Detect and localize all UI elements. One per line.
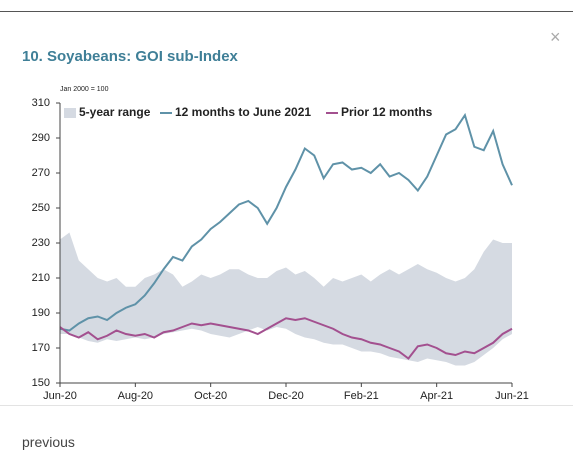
series-line (59, 112, 513, 332)
legend-label: 5-year range (79, 105, 151, 119)
previous-link[interactable]: previous (22, 434, 75, 450)
series-line (59, 317, 513, 360)
legend-label: 12 months to June 2021 (175, 105, 311, 119)
divider (0, 405, 573, 406)
divider (0, 11, 573, 12)
y-tick-label: 150 (32, 377, 50, 389)
y-tick-label: 270 (32, 167, 50, 179)
chart: Jan 2000 = 100 150 170 190 210 230 250 270 290 3… (32, 86, 529, 402)
y-tick-label: 210 (32, 272, 50, 284)
chart-note: Jan 2000 = 100 (60, 86, 109, 93)
y-tick-label: 190 (32, 307, 50, 319)
y-tick-label: 310 (32, 97, 50, 109)
y-tick-label: 230 (32, 237, 50, 249)
x-tick-label: Oct-20 (194, 390, 227, 402)
x-tick-label: Jun-20 (43, 390, 77, 402)
legend-label: Prior 12 months (341, 105, 433, 119)
x-tick-label: Aug-20 (118, 390, 153, 402)
y-tick-label: 290 (32, 132, 50, 144)
x-tick-label: Feb-21 (344, 390, 379, 402)
range-band (60, 232, 512, 366)
y-tick-label: 170 (32, 342, 50, 354)
legend-swatch (64, 108, 76, 118)
modal-title: 10. Soyabeans: GOI sub-Index (22, 48, 238, 65)
x-tick-label: Dec-20 (268, 390, 303, 402)
x-tick-label: Apr-21 (420, 390, 453, 402)
close-button[interactable]: × (550, 27, 561, 47)
x-tick-label: Jun-21 (495, 390, 529, 402)
y-tick-label: 250 (32, 202, 50, 214)
